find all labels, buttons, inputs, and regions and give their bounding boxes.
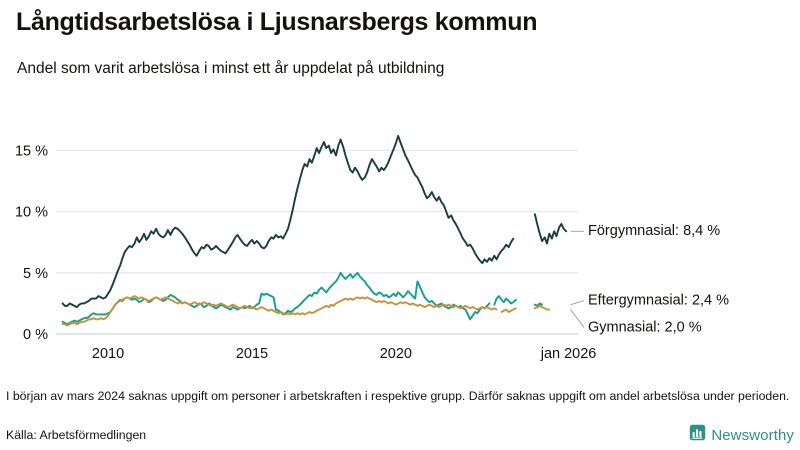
data-series-lines [61, 134, 568, 327]
line-chart-svg: 0 % 5 % 10 % 15 % 2010 2015 2020 jan 2026 Förg… [15, 134, 729, 362]
chart-plot-area: 0 % 5 % 10 % 15 % 2010 2015 2020 jan 2026 Förg… [0, 95, 800, 380]
series-label-eftergymnasial: Eftergymnasial: 2,4 % [588, 292, 729, 308]
x-axis-tick-label: jan 2026 [540, 346, 597, 362]
y-axis-tick-labels: 0 % 5 % 10 % 15 % [15, 144, 48, 343]
newsworthy-logo[interactable]: Newsworthy [689, 424, 794, 446]
series-label-leaders [570, 230, 585, 328]
chart-footnote: I början av mars 2024 saknas uppgift om … [6, 389, 790, 403]
series-line-gymnasial [533, 304, 551, 311]
bar-chart-icon [689, 424, 706, 446]
chart-source: Källa: Arbetsförmedlingen [6, 428, 147, 442]
series-label-förgymnasial: Förgymnasial: 8,4 % [588, 223, 720, 239]
y-axis-tick-label: 15 % [15, 144, 48, 160]
leader-line [570, 309, 585, 328]
x-axis-tick-label: 2020 [380, 346, 412, 362]
series-line-förgymnasial [61, 134, 515, 309]
y-axis-tick-label: 0 % [23, 327, 48, 343]
series-labels: Förgymnasial: 8,4 % Eftergymnasial: 2,4 %… [588, 223, 729, 335]
x-axis-tick-labels: 2010 2015 2020 jan 2026 [92, 346, 596, 362]
y-axis-tick-label: 10 % [15, 205, 48, 221]
series-line-gymnasial [500, 307, 517, 313]
series-line-eftergymnasial [61, 271, 491, 326]
series-label-gymnasial: Gymnasial: 2,0 % [588, 319, 702, 335]
gridlines [56, 149, 578, 335]
y-axis-tick-label: 5 % [23, 266, 48, 282]
series-line-förgymnasial [533, 213, 568, 245]
leader-line [570, 300, 585, 306]
chart-subtitle: Andel som varit arbetslösa i minst ett å… [17, 60, 445, 77]
series-line-gymnasial [61, 295, 498, 327]
series-line-eftergymnasial [493, 295, 517, 306]
x-axis-tick-label: 2010 [92, 346, 124, 362]
page-title: Långtidsarbetslösa i Ljusnarsbergs kommu… [16, 8, 538, 36]
series-line-eftergymnasial [533, 302, 544, 307]
newsworthy-wordmark: Newsworthy [711, 426, 794, 444]
x-axis-tick-label: 2015 [236, 346, 268, 362]
